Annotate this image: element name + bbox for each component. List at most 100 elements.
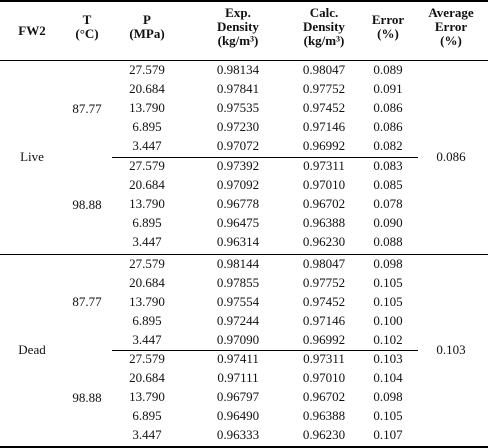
- pressure-value: 27.579: [129, 158, 165, 173]
- header-avg-line1: Average: [428, 5, 474, 20]
- header-exp-line1: Exp.: [225, 5, 251, 20]
- pressure-value: 3.447: [132, 332, 162, 347]
- header-bottom-rule: [0, 60, 488, 61]
- pressure-value: 27.579: [129, 62, 165, 77]
- header-exp-line3: (kg/m³): [217, 33, 259, 48]
- pressure-value: 13.790: [129, 389, 165, 404]
- pressure-value: 13.790: [129, 294, 165, 309]
- pressure-value: 3.447: [132, 234, 162, 249]
- pressure-value: 6.895: [132, 408, 162, 423]
- error-value: 0.104: [373, 370, 403, 385]
- average-error-value: 0.086: [436, 149, 466, 164]
- exp-density-value: 0.97090: [216, 332, 260, 347]
- exp-density-value: 0.96314: [216, 234, 260, 249]
- header-exp-density: Exp. Density (kg/m³): [196, 6, 280, 48]
- calc-density-value: 0.97452: [302, 294, 346, 309]
- header-temperature-line1: T: [82, 12, 92, 27]
- calc-density-value: 0.97752: [302, 275, 346, 290]
- pressure-value: 27.579: [129, 256, 165, 271]
- header-temperature: T (°C): [64, 13, 110, 41]
- calc-density-value: 0.96992: [302, 332, 346, 347]
- exp-density-value: 0.97392: [216, 158, 260, 173]
- pressure-value: 20.684: [129, 177, 165, 192]
- header-error: Error (%): [360, 13, 416, 41]
- error-value: 0.105: [373, 294, 403, 309]
- exp-density-value: 0.96490: [216, 408, 260, 423]
- header-exp-line2: Density: [217, 19, 259, 34]
- header-fluid: FW2: [0, 24, 64, 38]
- header-calc-line2: Density: [303, 19, 345, 34]
- header-fluid-label: FW2: [18, 23, 46, 38]
- table-top-rule: [0, 0, 488, 2]
- error-value: 0.102: [373, 332, 403, 347]
- exp-density-value: 0.98134: [216, 62, 260, 77]
- error-value: 0.089: [373, 62, 403, 77]
- header-pressure-line2: (MPa): [129, 26, 165, 41]
- error-value: 0.082: [373, 138, 403, 153]
- block-divider-rule: [112, 350, 418, 351]
- header-avg-line2: Error: [434, 19, 468, 34]
- exp-density-value: 0.97230: [216, 119, 260, 134]
- error-value: 0.083: [373, 158, 403, 173]
- calc-density-value: 0.96230: [302, 427, 346, 442]
- calc-density-value: 0.97146: [302, 119, 346, 134]
- error-value: 0.078: [373, 196, 403, 211]
- table-bottom-rule: [0, 446, 488, 448]
- error-value: 0.107: [373, 427, 403, 442]
- calc-density-value: 0.97010: [302, 177, 346, 192]
- calc-density-value: 0.97010: [302, 370, 346, 385]
- pressure-value: 20.684: [129, 275, 165, 290]
- error-value: 0.086: [373, 119, 403, 134]
- pressure-value: 13.790: [129, 196, 165, 211]
- error-value: 0.088: [373, 234, 403, 249]
- exp-density-value: 0.97411: [217, 351, 259, 366]
- header-pressure-line1: P: [143, 12, 151, 27]
- calc-density-value: 0.97452: [302, 100, 346, 115]
- calc-density-value: 0.97752: [302, 81, 346, 96]
- pressure-value: 20.684: [129, 81, 165, 96]
- pressure-value: 3.447: [132, 138, 162, 153]
- calc-density-value: 0.96388: [302, 215, 346, 230]
- exp-density-value: 0.97535: [216, 100, 260, 115]
- pressure-value: 6.895: [132, 313, 162, 328]
- calc-density-value: 0.96388: [302, 408, 346, 423]
- pressure-value: 27.579: [129, 351, 165, 366]
- error-value: 0.105: [373, 408, 403, 423]
- pressure-value: 6.895: [132, 215, 162, 230]
- error-value: 0.085: [373, 177, 403, 192]
- header-avg-line3: (%): [440, 33, 462, 48]
- block-divider-rule: [112, 157, 418, 158]
- header-calc-density: Calc. Density (kg/m³): [282, 6, 366, 48]
- exp-density-value: 0.97092: [216, 177, 260, 192]
- error-value: 0.091: [373, 81, 403, 96]
- exp-density-value: 0.97111: [217, 370, 259, 385]
- temperature-value: 98.88: [72, 197, 102, 212]
- header-error-line1: Error: [371, 12, 405, 27]
- exp-density-value: 0.96475: [216, 215, 260, 230]
- exp-density-value: 0.96333: [216, 427, 260, 442]
- header-error-line2: (%): [377, 26, 399, 41]
- error-value: 0.100: [373, 313, 403, 328]
- exp-density-value: 0.98144: [216, 256, 260, 271]
- pressure-value: 13.790: [129, 100, 165, 115]
- group-divider-rule: [0, 254, 488, 255]
- calc-density-value: 0.97311: [303, 158, 345, 173]
- fluid-label: Live: [20, 149, 44, 164]
- header-temperature-line2: (°C): [75, 26, 99, 41]
- calc-density-value: 0.97311: [303, 351, 345, 366]
- header-average-error: Average Error (%): [414, 6, 488, 48]
- error-value: 0.090: [373, 215, 403, 230]
- calc-density-value: 0.98047: [302, 62, 346, 77]
- average-error-value: 0.103: [436, 342, 466, 357]
- header-pressure: P (MPa): [112, 13, 182, 41]
- exp-density-value: 0.97554: [216, 294, 260, 309]
- error-value: 0.098: [373, 389, 403, 404]
- exp-density-value: 0.97072: [216, 138, 260, 153]
- calc-density-value: 0.96702: [302, 389, 346, 404]
- exp-density-value: 0.97244: [216, 313, 260, 328]
- pressure-value: 6.895: [132, 119, 162, 134]
- fluid-label: Dead: [18, 342, 46, 357]
- error-value: 0.105: [373, 275, 403, 290]
- error-value: 0.086: [373, 100, 403, 115]
